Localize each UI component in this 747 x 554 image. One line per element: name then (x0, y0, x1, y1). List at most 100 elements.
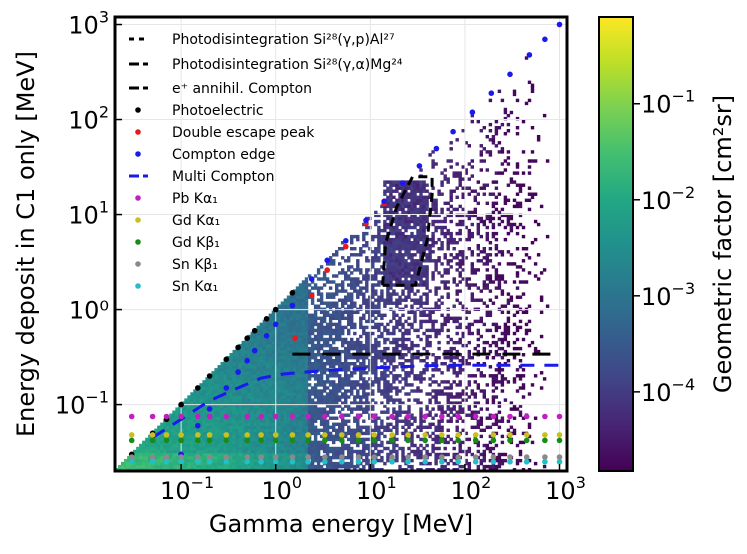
heat-cell (338, 331, 342, 336)
heat-cell (220, 365, 224, 369)
heat-cell (319, 380, 324, 384)
heat-cell (464, 277, 468, 281)
heat-cell (365, 310, 369, 315)
heat-cell (304, 292, 309, 296)
heat-cell (446, 159, 450, 163)
heat-cell (350, 446, 354, 451)
heat-cell (419, 222, 423, 227)
heat-cell (304, 410, 309, 414)
heat-cell (413, 416, 417, 420)
heat-cell (268, 446, 273, 451)
heat-cell (473, 195, 478, 200)
heat-cell (374, 234, 378, 239)
heat-cell (398, 244, 402, 248)
heat-cell (476, 201, 481, 206)
heat-cell (166, 422, 170, 427)
heat-cell (347, 455, 351, 460)
heat-cell (341, 386, 345, 390)
heat-cell (437, 368, 441, 372)
heat-cell (175, 422, 179, 427)
heat-cell (398, 247, 402, 251)
heat-cell (407, 310, 411, 315)
heat-cell (163, 449, 167, 454)
heat-cell (262, 383, 267, 387)
heat-cell (410, 359, 414, 363)
heat-cell (307, 362, 312, 366)
heat-cell (398, 195, 402, 200)
heat-cell (371, 346, 375, 351)
heat-cell (322, 443, 327, 448)
heat-cell (425, 183, 429, 187)
heat-cell (235, 377, 239, 381)
heat-cell (259, 449, 264, 454)
heat-cell (404, 192, 408, 196)
heat-cell (440, 380, 444, 384)
heat-cell (325, 313, 330, 318)
heat-cell (283, 416, 288, 420)
heat-cell (313, 443, 318, 448)
heat-cell (271, 389, 276, 393)
heat-cell (410, 277, 414, 281)
heat-cell (160, 452, 164, 457)
heat-cell (440, 328, 444, 333)
heat-cell (256, 371, 261, 375)
heat-cell (413, 328, 417, 333)
heat-cell (362, 419, 366, 423)
heat-cell (253, 416, 258, 420)
heat-cell (265, 328, 270, 333)
heat-cell (301, 452, 306, 457)
heat-cell (443, 219, 447, 224)
heat-cell (362, 410, 366, 414)
heat-cell (446, 461, 450, 466)
heat-cell (268, 464, 273, 469)
heat-cell (347, 353, 351, 357)
heat-cell (368, 334, 372, 339)
heat-cell (274, 328, 279, 333)
heat-cell (416, 389, 420, 393)
heat-cell (347, 319, 351, 324)
heat-cell (464, 283, 468, 287)
heat-cell (344, 346, 348, 351)
heat-cell (422, 234, 426, 239)
heat-cell (395, 365, 399, 369)
heat-cell (313, 452, 318, 457)
heat-cell (455, 195, 459, 200)
heat-cell (398, 464, 402, 469)
heat-cell (181, 449, 185, 454)
heat-cell (461, 256, 465, 260)
heat-cell (395, 241, 399, 245)
heat-cell (298, 458, 303, 463)
heat-cell (310, 322, 315, 327)
heat-cell (280, 437, 285, 442)
heat-cell (310, 407, 315, 411)
heat-cell (268, 392, 273, 396)
heat-cell (410, 192, 414, 196)
heat-cell (434, 389, 438, 393)
heat-cell (244, 422, 249, 427)
heat-cell (359, 286, 363, 290)
heat-cell (301, 343, 306, 348)
heat-cell (485, 310, 490, 315)
heat-cell (286, 425, 291, 430)
heat-cell (184, 407, 188, 411)
heat-cell (374, 304, 378, 308)
heat-cell (383, 274, 387, 278)
heat-cell (277, 431, 282, 436)
heat-cell (313, 401, 318, 405)
heat-cell (440, 171, 444, 175)
heat-cell (338, 422, 342, 427)
heat-cell (289, 398, 294, 402)
heat-cell (395, 280, 399, 284)
heat-cell (383, 222, 387, 227)
heat-cell (250, 389, 255, 393)
heat-cell (455, 349, 459, 354)
heat-cell (335, 304, 339, 308)
heat-cell (307, 449, 312, 454)
heat-cell (313, 419, 318, 423)
heat-cell (467, 325, 472, 330)
heat-cell (446, 334, 450, 339)
heat-cell (217, 371, 221, 375)
heat-cell (335, 431, 339, 436)
heat-cell (271, 365, 276, 369)
heat-cell (488, 434, 493, 439)
